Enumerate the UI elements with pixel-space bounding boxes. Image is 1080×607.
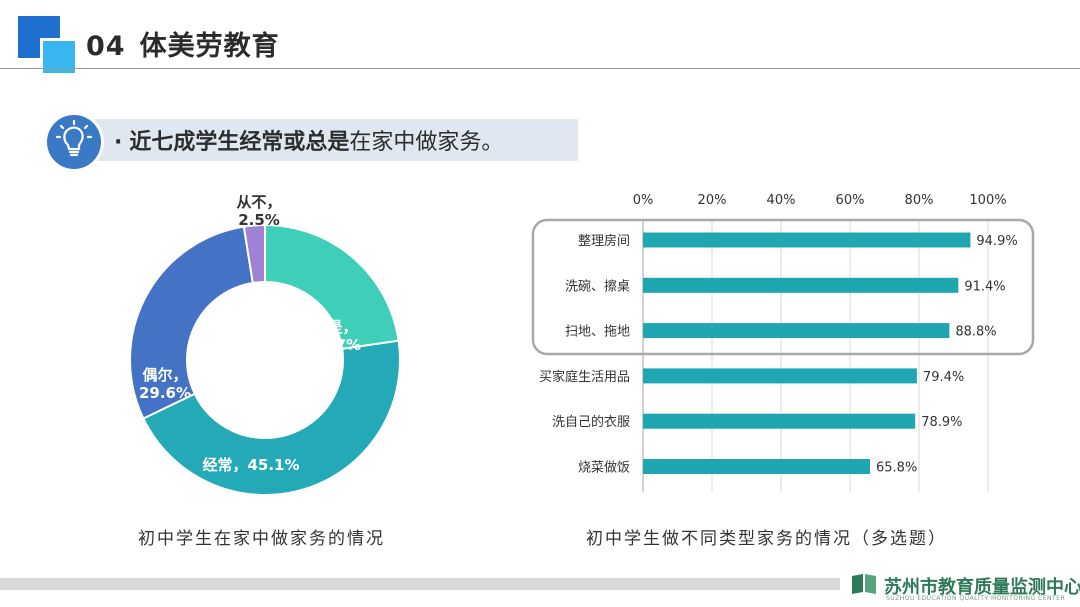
x-tick-label: 20% [698,193,727,208]
category-label: 扫地、拖地 [565,325,630,340]
donut-slice-value: 29.6% [139,384,191,402]
category-label: 洗自己的衣服 [552,414,630,430]
bar [643,232,971,248]
category-label: 买家庭生活用品 [539,369,630,385]
page-title: 04 体美劳教育 [86,24,280,63]
value-label: 91.4% [964,279,1005,294]
bar [643,413,916,429]
donut-slice [141,339,401,496]
highlight-box [531,218,1035,356]
donut-slice-label: 总是， [312,318,357,336]
donut-slice-value: 22.7% [309,336,361,354]
donut-slice [242,223,266,285]
bar-grid [642,220,989,492]
book-logo-icon [852,574,876,594]
x-tick-label: 0% [633,193,654,208]
donut-slice-label: 经常，45.1% [202,456,299,474]
x-tick-label: 60% [836,193,865,208]
bar [643,368,917,384]
donut-slice-value: 2.5% [238,211,280,229]
section-title: 体美劳教育 [139,31,280,62]
lightbulb-icon [47,115,101,169]
footer-org-sub: SUZHOU EDUCATION QUALITY MONITORING CENT… [886,595,1066,602]
donut-slice-label: 从不， [236,195,281,211]
callout-text: · 近七成学生经常或总是在家中做家务。 [114,124,503,156]
bar-caption: 初中学生做不同类型家务的情况（多选题） [586,529,947,549]
x-tick-label: 100% [969,193,1006,208]
footer-bar [0,578,840,590]
value-label: 88.8% [955,325,996,340]
header-divider [0,68,1080,69]
donut-slices [129,223,401,496]
callout-bar [84,119,578,161]
bar-chart: 0% 20% 40% 60% 80% 100% 整理房间 94.9% 洗碗、擦桌 91.4% 扫地… [531,193,1035,492]
value-label: 65.8% [876,461,917,476]
section-number: 04 [86,31,126,62]
x-tick-label: 80% [905,193,934,208]
donut-caption: 初中学生在家中做家务的情况 [138,529,385,549]
value-label: 78.9% [921,415,962,430]
category-label: 洗碗、擦桌 [565,278,630,294]
bar-axis: 0% 20% 40% 60% 80% 100% [633,193,1007,492]
callout-normal-text: 在家中做家务。 [349,130,504,155]
donut-labels: 总是，22.7% 经常，45.1% 偶尔，29.6% 从不，2.5% [139,195,361,474]
donut-slice-label: 偶尔， [142,366,187,384]
bar-marks: 整理房间 94.9% 洗碗、擦桌 91.4% 扫地、拖地 88.8% 买家庭生活用品 79.4… [539,232,1018,476]
bar [643,459,871,474]
category-label: 烧菜做饭 [578,461,630,476]
x-tick-label: 40% [767,193,796,208]
value-label: 94.9% [976,234,1017,249]
donut-slice [129,225,254,420]
header-decor-square-light [40,38,78,76]
bar [643,323,950,339]
bar [643,277,959,293]
callout-bullet: · [114,130,123,155]
donut-chart: 总是，22.7% 经常，45.1% 偶尔，29.6% 从不，2.5% [129,195,401,496]
callout-bold-text: 近七成学生经常或总是 [129,130,350,155]
category-label: 整理房间 [578,233,630,249]
value-label: 79.4% [923,370,964,385]
footer-org-name: 苏州市教育质量监测中心 [884,577,1080,598]
